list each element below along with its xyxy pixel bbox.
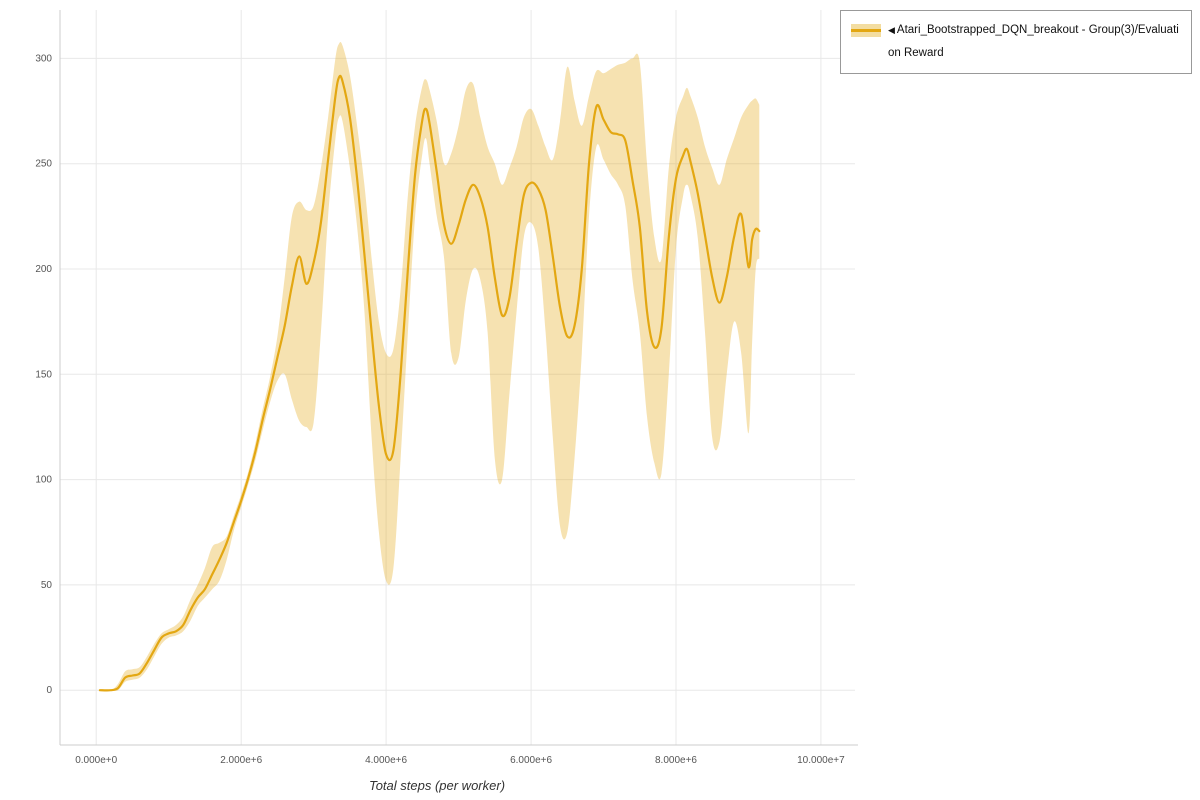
legend-line-icon — [851, 29, 881, 32]
x-tick-label: 8.000e+6 — [655, 755, 697, 766]
legend-box: ◀ Atari_Bootstrapped_DQN_breakout - Group… — [840, 10, 1192, 74]
plot-area[interactable] — [60, 10, 855, 745]
x-tick-label: 2.000e+6 — [220, 755, 262, 766]
x-tick-label: 0.000e+0 — [75, 755, 117, 766]
x-tick-label: 10.000e+7 — [797, 755, 845, 766]
y-tick-label: 150 — [35, 369, 52, 380]
reward-series-line[interactable] — [98, 74, 761, 692]
x-tick-label: 4.000e+6 — [365, 755, 407, 766]
x-axis-title: Total steps (per worker) — [368, 778, 506, 793]
confidence-band — [99, 41, 760, 691]
y-tick-label: 50 — [41, 580, 53, 591]
y-tick-label: 200 — [35, 264, 52, 275]
y-tick-label: 250 — [35, 159, 52, 170]
legend-series-name: Atari_Bootstrapped_DQN_breakout - Group(… — [888, 24, 1179, 59]
y-tick-label: 100 — [35, 475, 52, 486]
y-tick-label: 300 — [35, 53, 52, 64]
collapse-icon[interactable]: ◀ — [888, 25, 895, 35]
legend-swatch-icon — [851, 24, 881, 37]
x-tick-label: 6.000e+6 — [510, 755, 552, 766]
y-tick-label: 0 — [46, 685, 52, 696]
legend-series-label[interactable]: ◀ Atari_Bootstrapped_DQN_breakout - Group… — [888, 19, 1181, 65]
